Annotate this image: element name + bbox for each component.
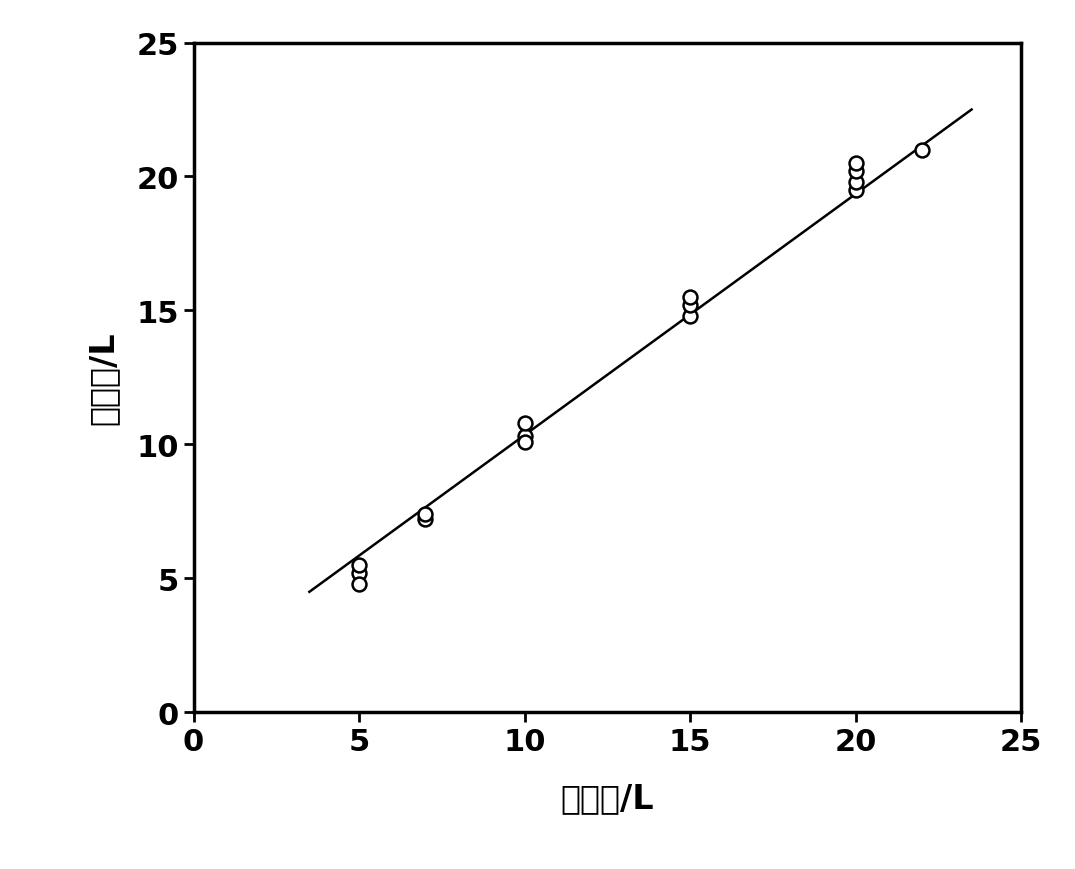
Point bbox=[682, 291, 699, 305]
Point bbox=[516, 416, 533, 430]
Point bbox=[682, 309, 699, 323]
Point bbox=[847, 176, 864, 189]
Y-axis label: 测量値/L: 测量値/L bbox=[87, 331, 119, 425]
Point bbox=[914, 143, 931, 157]
Point bbox=[350, 559, 368, 573]
Point bbox=[847, 157, 864, 171]
Point bbox=[417, 513, 434, 527]
Point bbox=[516, 435, 533, 449]
Point bbox=[847, 183, 864, 197]
Point bbox=[847, 165, 864, 179]
X-axis label: 实际値/L: 实际値/L bbox=[560, 781, 655, 814]
Point bbox=[350, 577, 368, 591]
Point bbox=[516, 430, 533, 444]
Point bbox=[417, 507, 434, 521]
Point bbox=[350, 567, 368, 580]
Point bbox=[682, 299, 699, 313]
